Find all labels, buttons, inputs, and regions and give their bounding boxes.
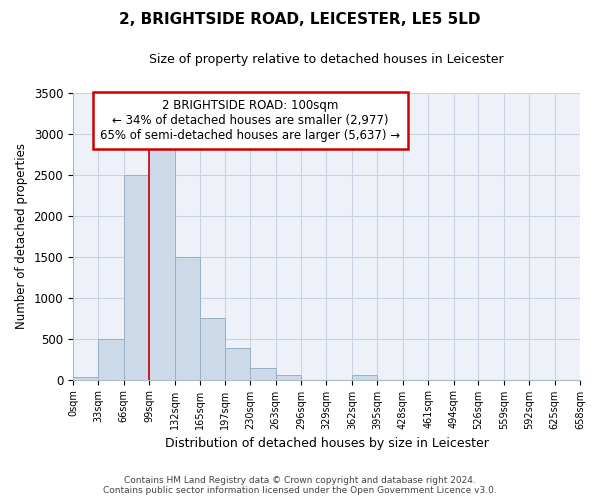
Bar — [149, 148, 175, 380]
Text: 2 BRIGHTSIDE ROAD: 100sqm
← 34% of detached houses are smaller (2,977)
65% of se: 2 BRIGHTSIDE ROAD: 100sqm ← 34% of detac… — [100, 99, 400, 142]
Bar — [175, 257, 200, 380]
X-axis label: Distribution of detached houses by size in Leicester: Distribution of detached houses by size … — [164, 437, 488, 450]
Bar — [200, 318, 226, 380]
Text: Contains HM Land Registry data © Crown copyright and database right 2024.
Contai: Contains HM Land Registry data © Crown c… — [103, 476, 497, 495]
Bar — [352, 376, 377, 380]
Bar — [98, 340, 124, 380]
Bar — [124, 175, 149, 380]
Y-axis label: Number of detached properties: Number of detached properties — [15, 144, 28, 330]
Bar — [250, 368, 275, 380]
Bar — [73, 377, 98, 380]
Title: Size of property relative to detached houses in Leicester: Size of property relative to detached ho… — [149, 52, 504, 66]
Bar — [275, 374, 301, 380]
Text: 2, BRIGHTSIDE ROAD, LEICESTER, LE5 5LD: 2, BRIGHTSIDE ROAD, LEICESTER, LE5 5LD — [119, 12, 481, 28]
Bar — [225, 348, 250, 380]
